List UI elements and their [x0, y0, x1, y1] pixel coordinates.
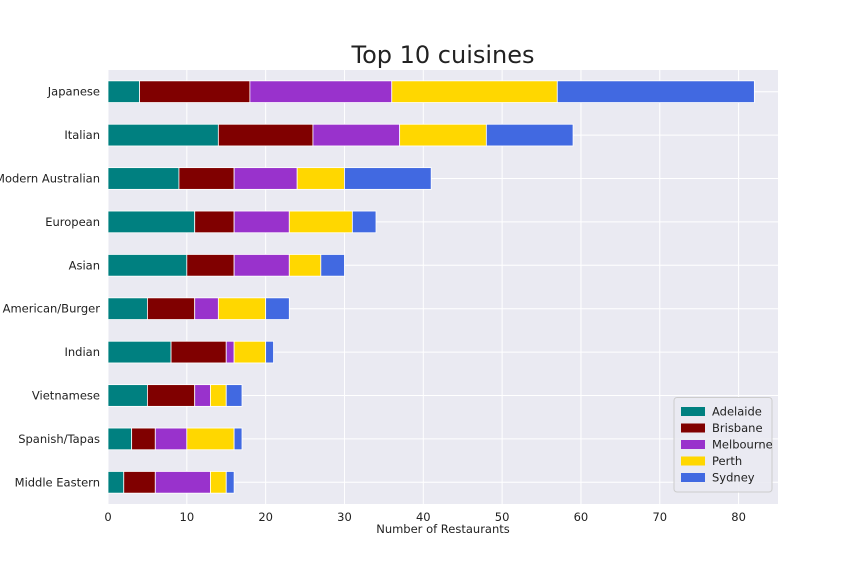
bar-segment — [186, 254, 235, 277]
bars — [107, 80, 755, 494]
bar-segment — [154, 427, 188, 451]
legend-label: Melbourne — [712, 438, 773, 452]
x-tick-label: 50 — [495, 510, 510, 524]
y-tick-label: Vietnamese — [32, 389, 100, 403]
bar-segment — [320, 254, 345, 277]
bar-segment — [312, 123, 401, 147]
x-tick-label: 20 — [258, 510, 273, 524]
y-tick-labels: Japanese Italian Modern Australian European… — [0, 85, 100, 490]
bar-segment — [147, 384, 196, 407]
y-tick-label: Spanish/Tapas — [18, 432, 100, 446]
x-tick-labels: 0 10 20 30 40 50 60 70 80 — [104, 510, 746, 524]
legend-swatch — [681, 456, 705, 466]
bar-segment — [210, 471, 227, 494]
legend-label: Brisbane — [712, 421, 763, 435]
bar-segment — [399, 123, 487, 147]
bar-segment — [170, 340, 227, 364]
bar-segment — [288, 254, 322, 277]
bar-segment — [107, 254, 188, 277]
legend-label: Adelaide — [712, 405, 762, 419]
y-tick-label: Asian — [69, 258, 100, 272]
legend-box — [673, 397, 773, 493]
bar-segment — [296, 167, 345, 190]
bar-segment — [217, 123, 314, 147]
bar-segment — [225, 471, 235, 494]
bar-segment — [351, 210, 377, 234]
bar-segment — [139, 80, 251, 103]
bar-segment — [154, 471, 211, 494]
bar-segment — [107, 384, 148, 407]
bar-segment — [217, 297, 267, 320]
x-tick-label: 80 — [731, 510, 746, 524]
legend: Adelaide Brisbane Melbourne Perth Sydney — [673, 397, 773, 493]
bar-segment — [194, 297, 219, 320]
x-tick-label: 0 — [104, 510, 111, 524]
bar-segment — [107, 471, 125, 494]
bar-segment — [107, 167, 180, 190]
y-tick-label: Middle Eastern — [15, 475, 100, 489]
legend-swatch — [681, 440, 705, 449]
chart-title: Top 10 cuisines — [350, 41, 534, 69]
legend-swatch — [681, 473, 705, 482]
y-tick-label: Italian — [64, 128, 100, 142]
x-axis-label: Number of Restaurants — [376, 522, 510, 536]
bar-segment — [107, 340, 172, 364]
bar-segment — [210, 384, 227, 407]
bar-segment — [288, 210, 353, 234]
y-tick-label: Modern Australian — [0, 172, 100, 186]
bar-segment — [391, 80, 558, 103]
legend-label: Perth — [712, 454, 742, 468]
x-tick-label: 30 — [337, 510, 352, 524]
bar-segment — [233, 167, 298, 190]
y-tick-label: Japanese — [47, 85, 100, 99]
y-tick-label: European — [45, 215, 100, 229]
bar-segment — [147, 297, 196, 320]
bar-segment — [233, 427, 243, 451]
bar-segment — [485, 123, 574, 147]
y-tick-label: American/Burger — [3, 302, 101, 316]
bar-segment — [225, 384, 243, 407]
x-tick-label: 70 — [652, 510, 667, 524]
y-tick-label: Indian — [64, 345, 100, 359]
bar-segment — [233, 210, 290, 234]
legend-swatch — [681, 407, 705, 416]
bar-segment — [107, 210, 196, 234]
bar-segment — [233, 340, 267, 364]
bar-segment — [107, 80, 140, 103]
bar-segment — [194, 210, 235, 234]
bar-segment — [233, 254, 290, 277]
bar-segment — [225, 340, 235, 364]
bar-segment — [123, 471, 156, 494]
legend-label: Sydney — [712, 471, 755, 485]
bar-segment — [265, 297, 290, 320]
bar-segment — [107, 123, 219, 147]
bar-segment — [131, 427, 156, 451]
x-tick-label: 10 — [180, 510, 195, 524]
bar-segment — [186, 427, 235, 451]
bar-segment — [178, 167, 235, 190]
bar-segment — [556, 80, 755, 103]
x-tick-label: 60 — [574, 510, 589, 524]
bar-segment — [194, 384, 211, 407]
bar-segment — [107, 427, 133, 451]
x-tick-label: 40 — [416, 510, 431, 524]
bar-segment — [107, 297, 148, 320]
bar-segment — [344, 167, 432, 190]
legend-swatch — [681, 423, 705, 433]
bar-segment — [265, 340, 274, 364]
bar-segment — [249, 80, 393, 103]
